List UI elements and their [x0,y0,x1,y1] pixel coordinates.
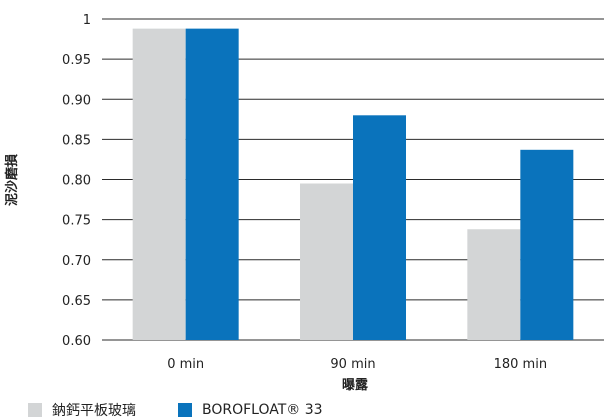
x-tick-label: 180 min [494,357,547,372]
legend-label-borofloat: BOROFLOAT® 33 [202,402,323,418]
bar-soda-lime [132,28,186,340]
y-tick-label: 0.80 [62,174,91,189]
y-axis-ticks: 0.60 0.65 0.70 0.75 0.80 0.85 0.90 0.95 1 [62,13,91,349]
y-tick-label: 0.65 [62,294,91,309]
y-tick-label: 0.70 [62,254,91,269]
legend-swatch-soda-lime [28,403,42,417]
x-axis-title: 曝露 [342,378,369,393]
bar-borofloat [185,28,239,340]
y-axis-title: 泥沙磨損 [4,153,20,206]
y-tick-label: 0.90 [62,93,91,108]
bar-soda-lime [300,183,353,340]
bar-soda-lime [467,229,521,340]
legend-item-borofloat: BOROFLOAT® 33 [178,402,323,418]
x-tick-label: 90 min [330,357,375,372]
legend: 鈉鈣平板玻璃 BOROFLOAT® 33 [28,400,365,420]
y-tick-label: 0.95 [62,53,91,68]
x-tick-label: 0 min [167,357,204,372]
y-tick-label: 0.60 [62,334,91,349]
y-tick-label: 1 [83,13,91,28]
bar-borofloat [353,115,406,340]
legend-label-soda-lime: 鈉鈣平板玻璃 [52,403,136,419]
y-tick-label: 0.75 [62,214,91,229]
y-tick-label: 0.85 [62,133,91,148]
legend-swatch-borofloat [178,403,192,417]
legend-item-soda-lime: 鈉鈣平板玻璃 [28,400,136,420]
bar-borofloat [520,149,574,340]
x-axis-ticks: 0 min 90 min 180 min [167,357,547,372]
bars [132,28,574,340]
